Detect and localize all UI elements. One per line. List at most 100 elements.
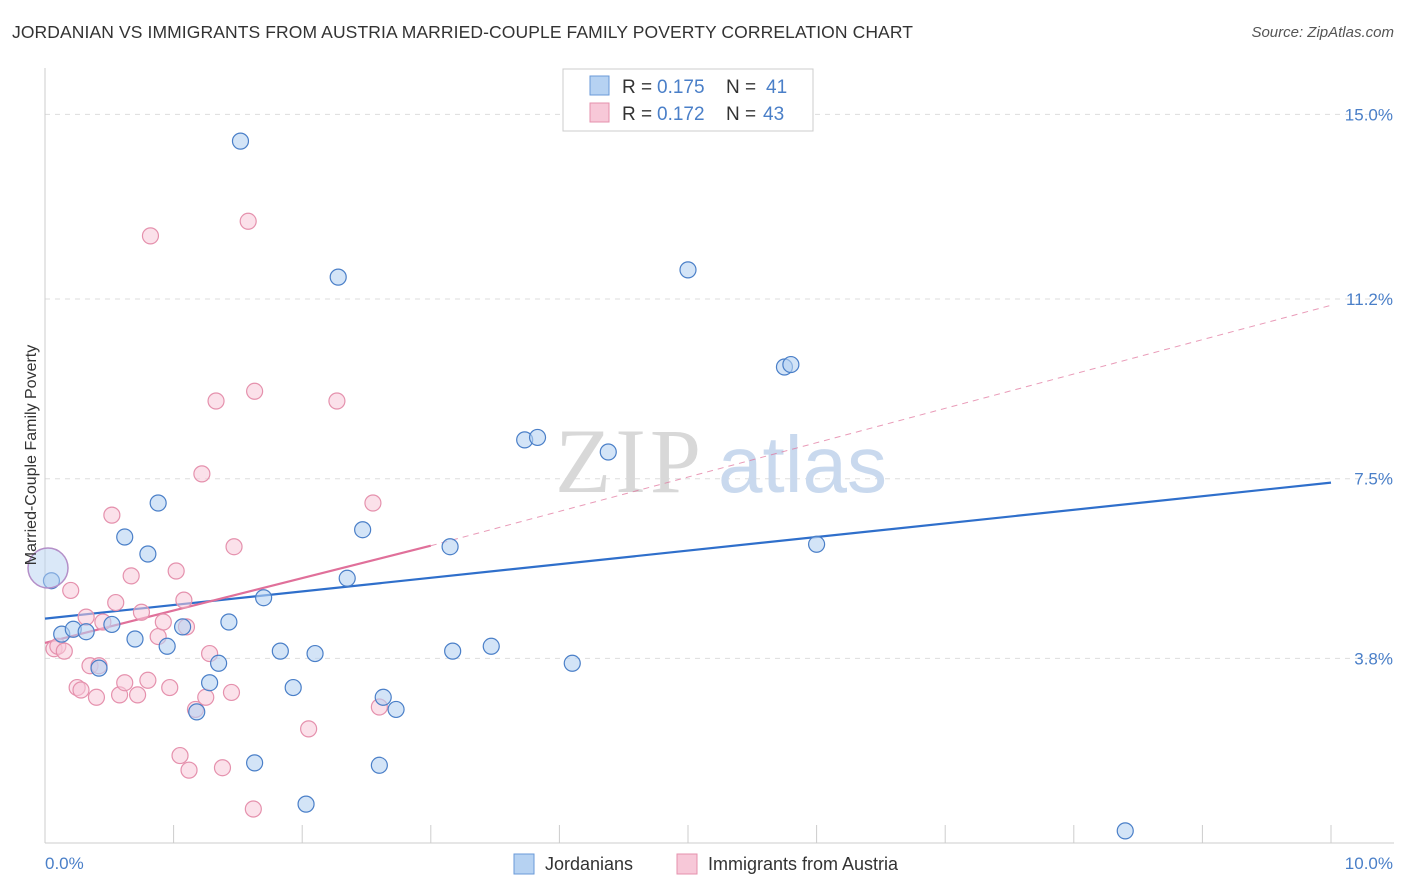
point-jordanians-20: [284, 678, 302, 697]
x-tick-label-1: 10.0%: [1345, 854, 1393, 873]
point-jordanians-25: [354, 521, 372, 539]
point-jordanians-7: [126, 630, 144, 648]
point-jordanians-21: [297, 795, 315, 813]
point-jordanians-16: [231, 132, 250, 150]
legend-r-value-2: 0.172: [657, 104, 705, 125]
legend-n-label-1: N =: [726, 77, 756, 98]
point-jordanians-28: [387, 700, 405, 719]
point-immigrants-2: [55, 642, 73, 660]
point-immigrants-3: [62, 581, 80, 600]
point-immigrants-29: [197, 688, 215, 706]
points-immigrants-from-austria: [45, 212, 388, 818]
bottom-legend-label-jordanians: Jordanians: [545, 854, 633, 874]
point-jordanians-5: [103, 615, 121, 634]
point-immigrants-5: [72, 681, 90, 699]
top-legend: R = 0.175 N = 41 R = 0.172 N = 43: [562, 68, 814, 132]
point-jordanians-31: [482, 637, 500, 655]
point-immigrants-24: [175, 591, 193, 609]
point-jordanians-22: [306, 644, 324, 663]
legend-swatch-jordanians: [589, 75, 610, 96]
point-jordanians-6: [116, 528, 134, 546]
bottom-legend-swatch-jordanians: [513, 853, 535, 875]
point-jordanians-11: [174, 618, 192, 636]
legend-r-label-1: R =: [622, 77, 652, 98]
point-immigrants-34: [225, 538, 243, 556]
point-immigrants-22: [167, 562, 185, 580]
point-jordanians-15: [220, 613, 238, 631]
axes: [44, 68, 1394, 844]
point-jordanians-4: [90, 659, 108, 677]
point-immigrants-16: [132, 603, 151, 621]
legend-r-label-2: R =: [622, 104, 652, 125]
point-jordanians-39: [807, 535, 826, 553]
y-axis-label: Married-Couple Family Poverty: [23, 345, 40, 566]
point-immigrants-38: [300, 720, 318, 738]
points-jordanians: [42, 132, 1134, 840]
x-tick-label-0: 0.0%: [45, 854, 84, 873]
large-point-jordanians: [27, 547, 69, 589]
point-immigrants-31: [207, 392, 225, 410]
y-tick-label-1: 7.5%: [1354, 470, 1393, 489]
chart-title: JORDANIAN VS IMMIGRANTS FROM AUSTRIA MAR…: [12, 22, 914, 42]
trend-line-immigrants-extension: [430, 304, 1332, 547]
point-immigrants-11: [107, 593, 125, 612]
point-jordanians-8: [139, 545, 157, 563]
point-immigrants-6: [77, 608, 95, 626]
point-jordanians-29: [441, 538, 459, 556]
point-jordanians-10: [158, 637, 176, 655]
point-immigrants-28: [193, 465, 211, 483]
watermark-atlas: atlas: [718, 420, 887, 509]
point-immigrants-21: [161, 678, 179, 697]
y-tick-label-2: 11.2%: [1346, 290, 1393, 309]
point-jordanians-35: [599, 443, 617, 461]
point-immigrants-23: [171, 746, 189, 765]
point-jordanians-23: [329, 268, 347, 286]
bottom-legend: Jordanians Immigrants from Austria: [513, 853, 899, 875]
point-immigrants-33: [222, 683, 241, 702]
legend-n-value-2: 43: [763, 104, 784, 125]
point-jordanians-3: [77, 623, 95, 641]
bottom-legend-swatch-immigrants: [676, 853, 698, 875]
point-immigrants-40: [364, 494, 382, 512]
point-jordanians-18: [255, 589, 273, 607]
watermark: ZIP atlas: [555, 410, 887, 512]
point-immigrants-14: [122, 567, 140, 585]
point-immigrants-18: [141, 227, 160, 245]
point-jordanians-34: [563, 654, 581, 672]
point-immigrants-35: [239, 212, 257, 230]
watermark-zip: ZIP: [555, 410, 705, 512]
point-immigrants-15: [128, 686, 147, 704]
point-jordanians-9: [149, 494, 167, 512]
point-jordanians-38: [782, 355, 800, 374]
y-tick-labels: 3.8% 7.5% 11.2% 15.0%: [1345, 105, 1393, 668]
legend-n-label-2: N =: [726, 104, 756, 125]
point-immigrants-36: [246, 382, 264, 400]
point-jordanians-40: [1116, 822, 1134, 840]
y-tick-label-0: 3.8%: [1354, 649, 1393, 668]
point-immigrants-17: [139, 671, 157, 689]
x-tick-labels: 0.0% 10.0%: [45, 854, 1393, 873]
legend-swatch-immigrants: [589, 102, 610, 123]
point-jordanians-19: [271, 642, 289, 660]
point-immigrants-20: [154, 613, 172, 631]
source-credit: Source: ZipAtlas.com: [1251, 24, 1394, 41]
point-jordanians-12: [188, 703, 206, 721]
point-jordanians-33: [528, 428, 547, 447]
legend-n-value-1: 41: [766, 77, 787, 98]
point-immigrants-32: [213, 759, 232, 777]
point-jordanians-27: [374, 688, 392, 706]
point-jordanians-26: [370, 756, 388, 774]
point-jordanians-17: [246, 754, 264, 772]
bottom-legend-label-immigrants: Immigrants from Austria: [708, 854, 899, 874]
point-immigrants-26: [180, 761, 198, 779]
y-tick-label-3: 15.0%: [1345, 105, 1393, 124]
point-immigrants-13: [116, 674, 134, 692]
point-immigrants-37: [244, 800, 262, 818]
legend-r-value-1: 0.175: [657, 77, 705, 98]
gridlines: [45, 113, 1394, 659]
point-immigrants-10: [103, 506, 121, 524]
point-jordanians-14: [210, 654, 228, 672]
point-immigrants-39: [328, 392, 346, 410]
point-jordanians-24: [338, 569, 356, 587]
